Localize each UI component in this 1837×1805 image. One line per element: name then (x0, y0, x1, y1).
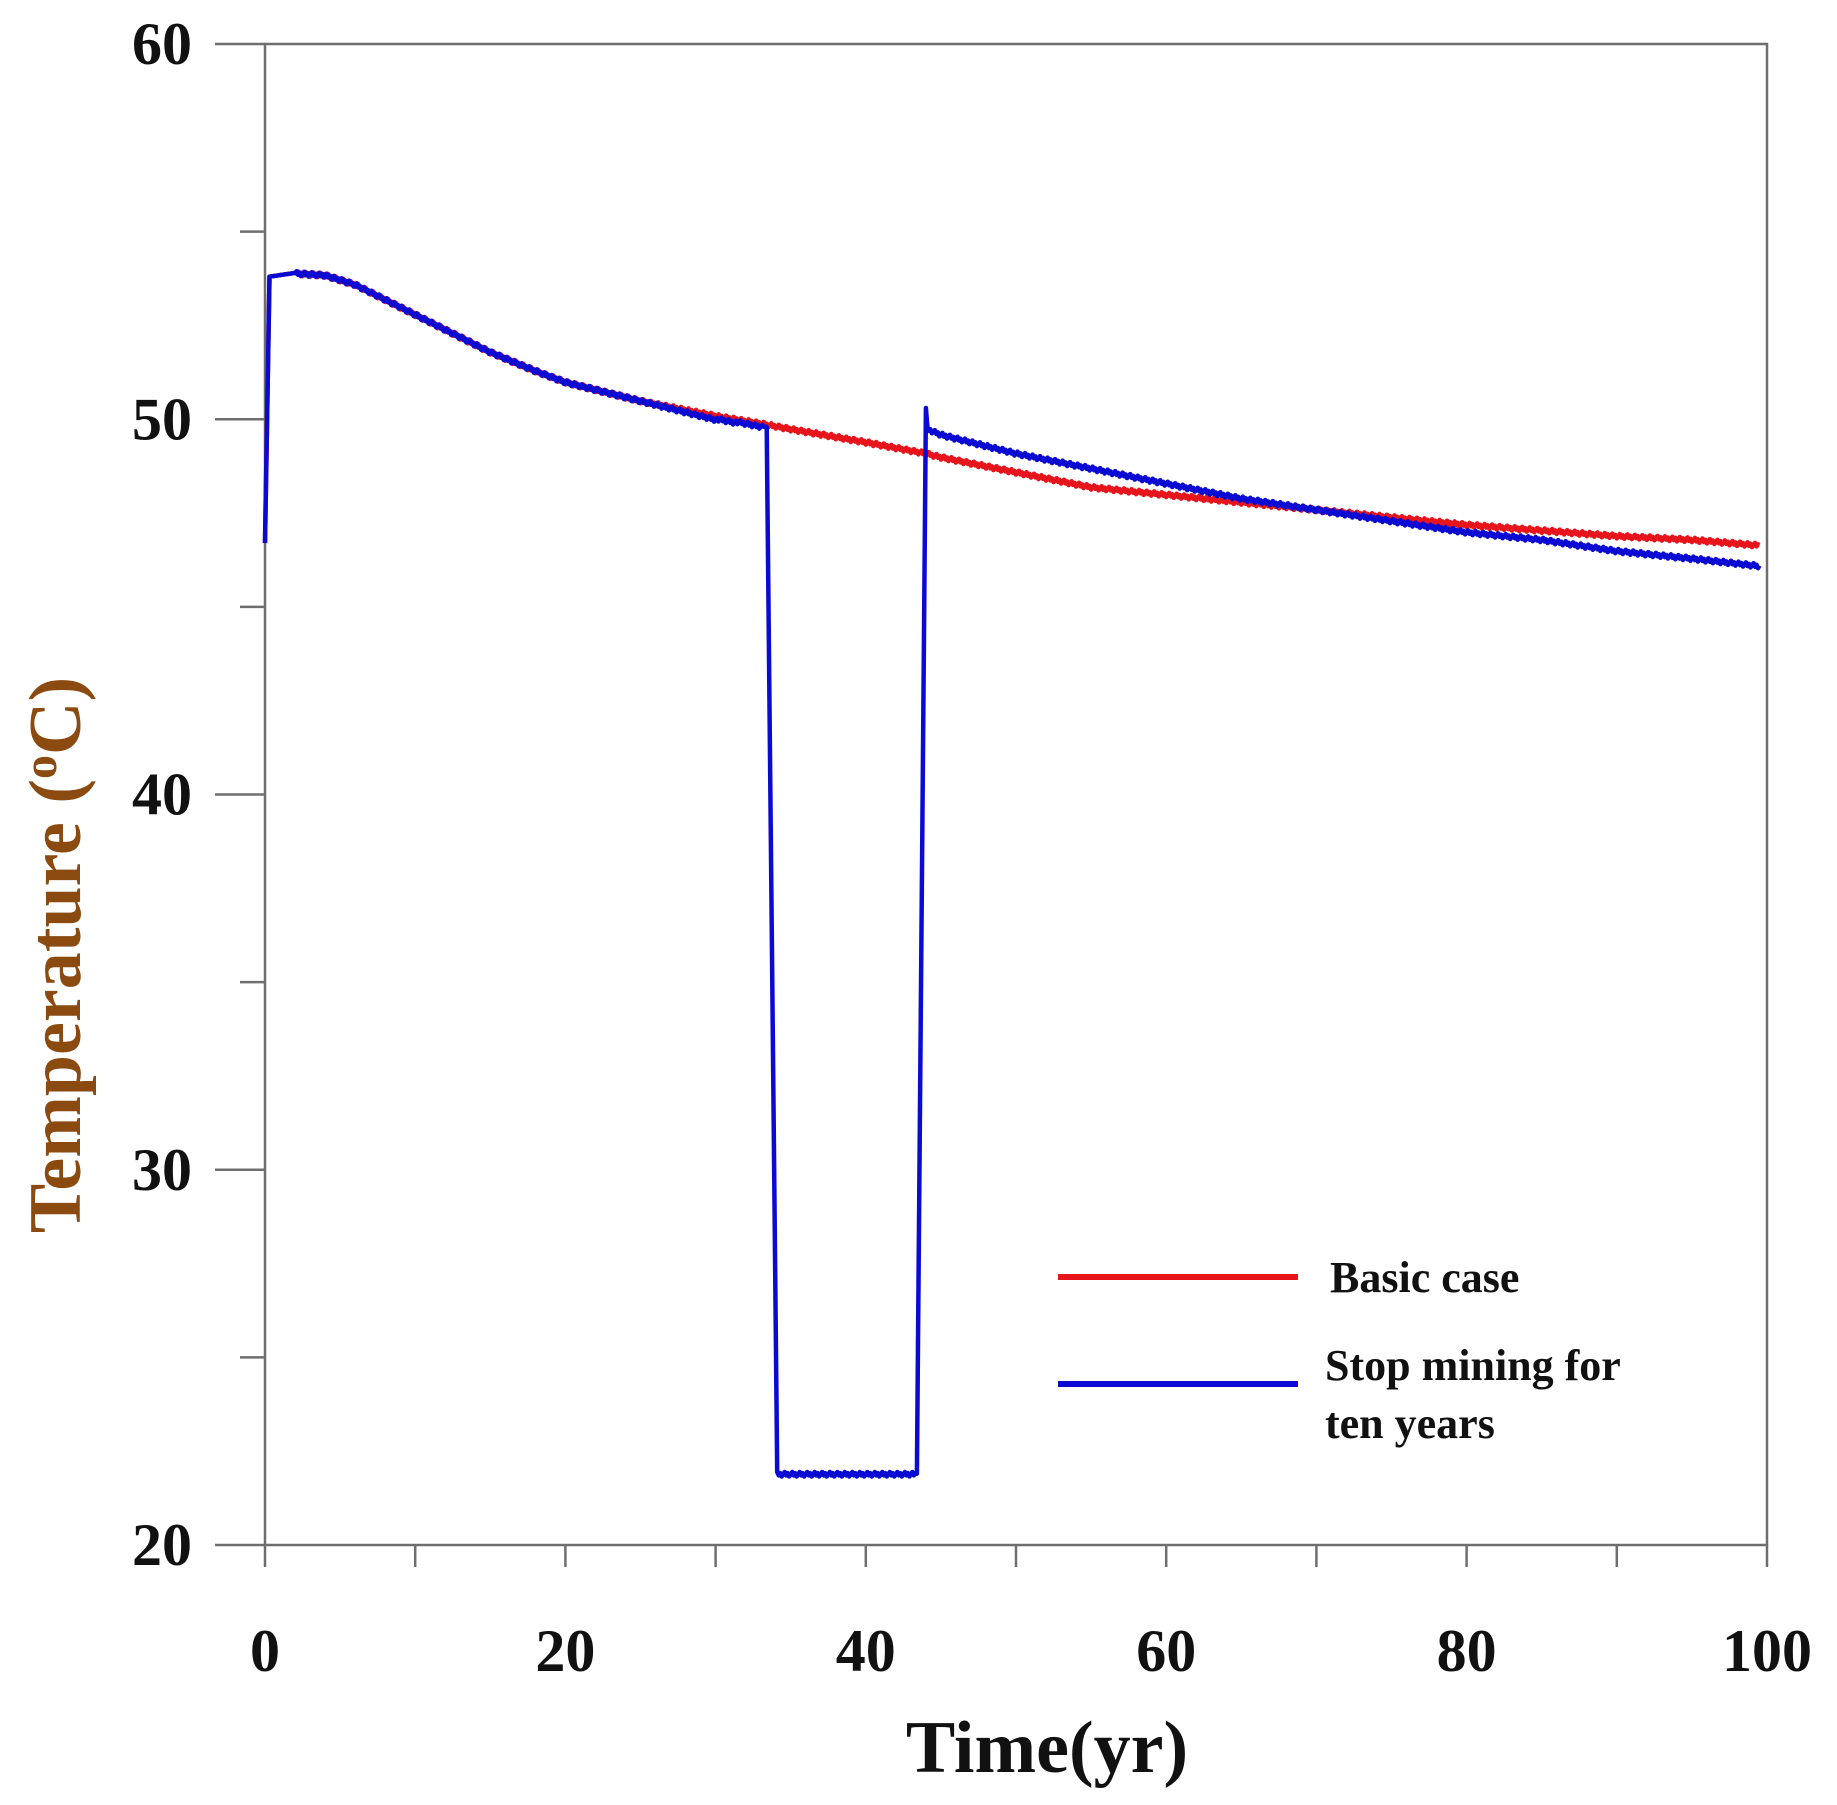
x-tick-label: 60 (1136, 1618, 1196, 1684)
x-tick-label: 100 (1722, 1618, 1812, 1684)
legend-label-stop-mining-line1: Stop mining for (1325, 1341, 1621, 1390)
y-tick-label: 50 (132, 386, 192, 452)
legend-label-basic-case: Basic case (1330, 1253, 1519, 1302)
legend: Basic case Stop mining for ten years (1058, 1253, 1621, 1448)
y-axis-title-main: Temperature ( (15, 779, 97, 1233)
y-axis-title-degree: o (14, 755, 67, 779)
x-axis-title: Time(yr) (906, 1707, 1188, 1789)
series-line-stop-mining (262, 269, 1762, 1479)
x-tick-label: 40 (836, 1618, 896, 1684)
x-tick-label: 0 (250, 1618, 280, 1684)
plot-border (263, 42, 1769, 1547)
y-tick-label: 30 (132, 1137, 192, 1203)
y-tick-label: 60 (132, 11, 192, 77)
x-axis-ticks: 0 20 40 60 80 100 (250, 1545, 1812, 1684)
x-tick-label: 80 (1437, 1618, 1497, 1684)
x-tick-label: 20 (535, 1618, 595, 1684)
legend-label-stop-mining-line2: ten years (1325, 1399, 1495, 1448)
y-axis-title: Temperature (oC) (14, 677, 97, 1233)
series-line-basic-case (262, 269, 1761, 550)
series-layer (262, 269, 1762, 1479)
y-axis-title-unit: C) (15, 677, 97, 755)
y-tick-label: 20 (132, 1512, 192, 1578)
plot-frame (263, 42, 1769, 1547)
y-axis-ticks: 20 30 40 50 60 (132, 11, 265, 1578)
y-tick-label: 40 (132, 762, 192, 828)
